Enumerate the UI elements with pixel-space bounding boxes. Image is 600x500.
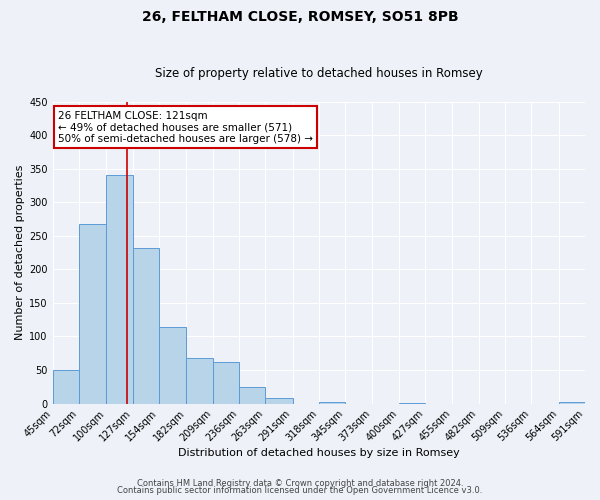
X-axis label: Distribution of detached houses by size in Romsey: Distribution of detached houses by size … bbox=[178, 448, 460, 458]
Text: 26 FELTHAM CLOSE: 121sqm
← 49% of detached houses are smaller (571)
50% of semi-: 26 FELTHAM CLOSE: 121sqm ← 49% of detach… bbox=[58, 110, 313, 144]
Y-axis label: Number of detached properties: Number of detached properties bbox=[15, 165, 25, 340]
Bar bbox=[53, 370, 79, 404]
Bar bbox=[399, 403, 425, 404]
Bar bbox=[265, 398, 293, 404]
Bar bbox=[559, 402, 585, 404]
Bar bbox=[79, 224, 106, 404]
Bar bbox=[239, 387, 265, 404]
Bar bbox=[212, 362, 239, 404]
Bar bbox=[319, 402, 345, 404]
Bar bbox=[186, 358, 212, 404]
Bar bbox=[159, 327, 186, 404]
Text: Contains HM Land Registry data © Crown copyright and database right 2024.: Contains HM Land Registry data © Crown c… bbox=[137, 478, 463, 488]
Text: 26, FELTHAM CLOSE, ROMSEY, SO51 8PB: 26, FELTHAM CLOSE, ROMSEY, SO51 8PB bbox=[142, 10, 458, 24]
Text: Contains public sector information licensed under the Open Government Licence v3: Contains public sector information licen… bbox=[118, 486, 482, 495]
Bar bbox=[133, 248, 159, 404]
Title: Size of property relative to detached houses in Romsey: Size of property relative to detached ho… bbox=[155, 66, 483, 80]
Bar bbox=[106, 174, 133, 404]
